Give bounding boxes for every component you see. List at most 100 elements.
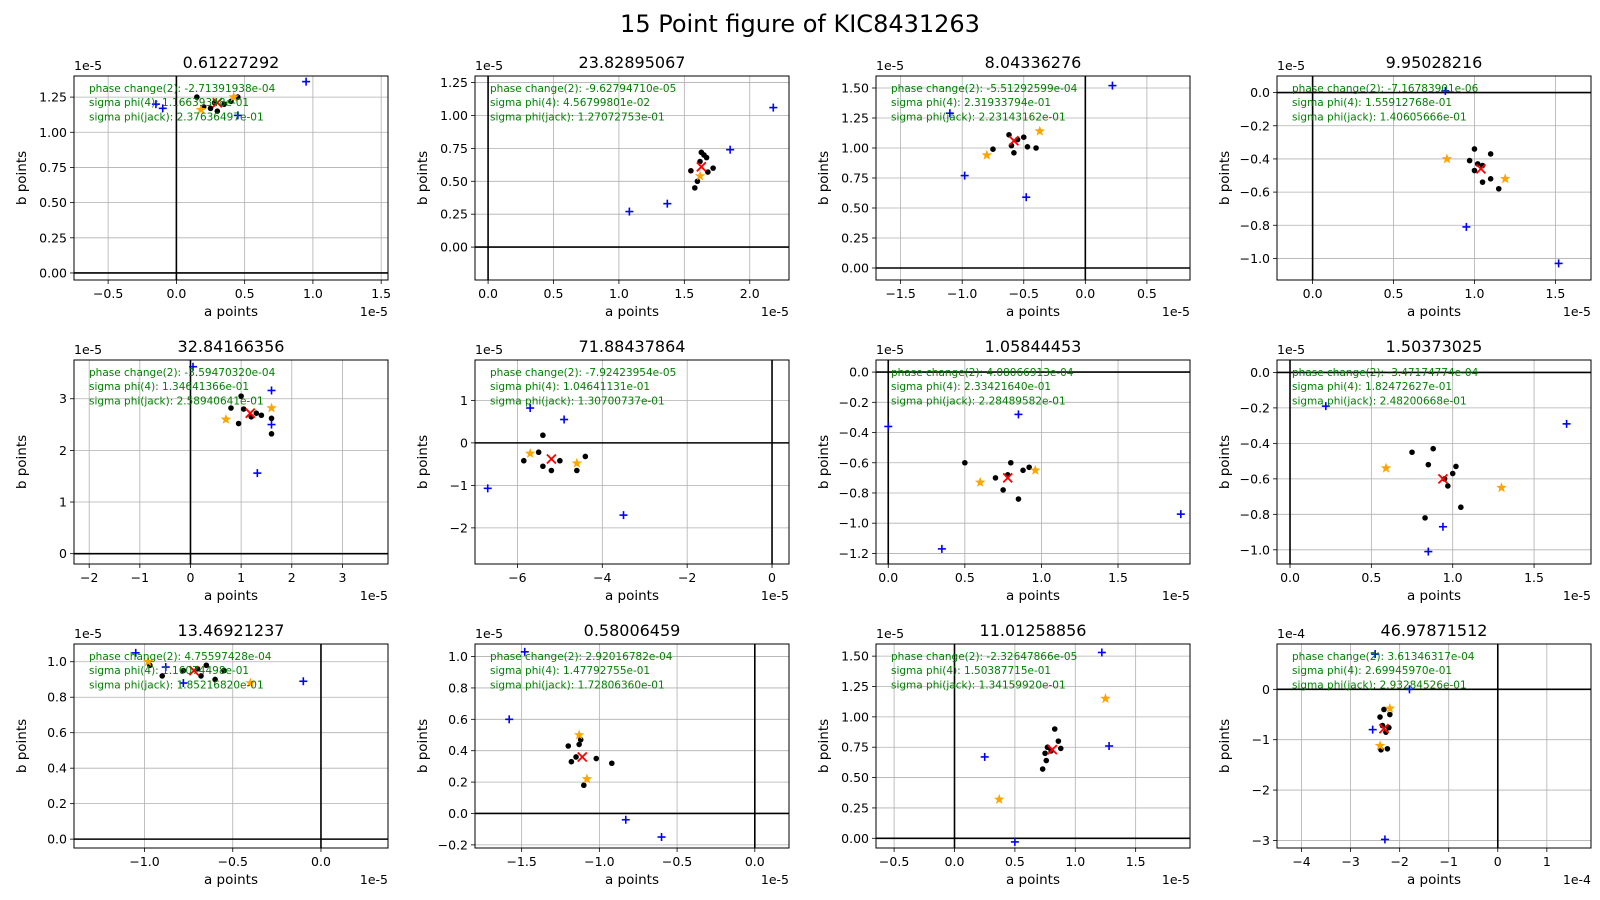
data-point	[1020, 467, 1026, 474]
star-marker	[1380, 462, 1392, 473]
data-point	[240, 406, 247, 412]
y-tick-label: 0.6	[448, 712, 468, 727]
data-point	[1430, 445, 1436, 452]
y-tick-label: 0.0	[1250, 365, 1270, 380]
plus-marker	[1176, 510, 1185, 519]
subplot-title: 8.04336276	[985, 53, 1082, 72]
cross-stroke-2	[1475, 163, 1487, 175]
plus-marker	[233, 111, 242, 120]
y-scale-offset: 1e-5	[475, 342, 503, 357]
x-tick-label: 1.5	[1108, 570, 1128, 585]
plus-marker	[1368, 725, 1377, 734]
annotation-text: phase change(2): 3.61346317e-04	[1292, 651, 1475, 663]
data-point	[1495, 185, 1502, 192]
data-point	[207, 105, 214, 112]
annotation-text: sigma phi(jack): 2.58940641e-01	[89, 395, 264, 407]
mean-cross-marker	[188, 665, 200, 676]
star-marker	[195, 104, 207, 115]
plus-marker	[1022, 193, 1031, 202]
x-tick-label: 1.0	[1031, 570, 1051, 585]
x-axis-label: a points	[1006, 872, 1060, 888]
x-tick-label: −1.0	[584, 854, 614, 869]
subplot-2: 0.0 0.5 1.0 1.5 2.0 0.00 0.25 0.50 0.75 1.00 1.25 p…	[415, 53, 790, 320]
y-tick-label: 0.0	[1250, 85, 1270, 100]
y-tick-label: −0.2	[438, 837, 468, 852]
data-point	[1384, 745, 1391, 752]
cross-stroke-2	[245, 408, 256, 419]
data-point	[1055, 738, 1062, 744]
data-point	[228, 405, 234, 411]
annotation-text: sigma phi(jack): 2.93284526e-01	[1292, 679, 1467, 691]
y-scale-offset: 1e-4	[1277, 626, 1305, 641]
data-point	[568, 758, 575, 765]
x-tick-label: 0.0	[166, 286, 186, 301]
mean-cross-marker	[1475, 163, 1487, 175]
y-tick-label: 0.50	[841, 201, 869, 216]
star-marker	[228, 91, 239, 102]
x-scale-offset: 1e-5	[1162, 304, 1190, 319]
y-scale-offset: 1e-5	[475, 626, 503, 641]
x-tick-label: 0.5	[1005, 854, 1025, 869]
plus-marker	[884, 422, 893, 431]
data-point	[212, 676, 218, 683]
annotation-text: phase change(2): -5.51292599e-04	[891, 83, 1078, 95]
x-tick-label: −4	[1292, 854, 1310, 869]
annotation-text: sigma phi(jack): 1.27072753e-01	[490, 111, 665, 123]
x-tick-label: 0.5	[235, 286, 255, 301]
data-point	[582, 453, 589, 460]
subplot-title: 23.82895067	[579, 53, 686, 72]
star-marker	[994, 793, 1005, 804]
mean-cross-marker	[1378, 723, 1390, 734]
x-tick-label: 0.0	[478, 286, 498, 301]
data-point	[1409, 449, 1415, 456]
annotation-text: sigma phi(4): 1.34641366e-01	[89, 381, 249, 393]
data-point	[557, 457, 563, 464]
plus-marker	[189, 362, 198, 371]
y-tick-label: 0.2	[448, 775, 468, 790]
x-axis-label: a points	[204, 304, 258, 320]
x-tick-label: 1.5	[1126, 854, 1146, 869]
x-tick-label: 1.0	[1065, 854, 1085, 869]
data-point	[221, 101, 227, 107]
star-marker	[1496, 482, 1507, 493]
annotation-text: sigma phi(jack): 2.37636497e-01	[89, 111, 264, 123]
star-marker	[981, 149, 993, 160]
annotation-text: phase change(2): -7.16783901e-06	[1292, 83, 1479, 95]
annotation-text: phase change(2): 4.75597428e-04	[89, 651, 272, 663]
x-tick-label: 3	[338, 570, 346, 585]
subplot-title: 32.84166356	[178, 337, 285, 356]
data-point	[1458, 504, 1464, 511]
y-tick-label: 1.00	[440, 108, 468, 123]
y-tick-label: −2	[450, 520, 468, 535]
subplot-title: 0.61227292	[183, 53, 280, 72]
y-tick-label: −0.2	[1240, 400, 1270, 415]
x-tick-label: 1.0	[1465, 286, 1485, 301]
mean-cross-marker	[546, 453, 557, 465]
y-tick-label: 0.50	[440, 174, 468, 189]
star-marker	[142, 656, 154, 667]
annotation-text: sigma phi(4): 2.69945970e-01	[1292, 665, 1452, 677]
star-marker	[1384, 703, 1396, 713]
x-scale-offset: 1e-5	[360, 588, 388, 603]
plot-frame	[474, 75, 790, 281]
plus-marker	[1371, 650, 1380, 659]
data-point	[593, 755, 600, 762]
x-scale-offset: 1e-5	[761, 304, 789, 319]
star-marker	[524, 448, 536, 458]
plus-marker	[560, 415, 569, 424]
data-point	[540, 432, 546, 439]
data-point	[1039, 766, 1046, 772]
data-point	[1042, 750, 1048, 757]
data-point	[159, 673, 166, 679]
x-tick-label: −1.0	[129, 854, 159, 869]
plus-marker	[299, 677, 308, 686]
x-tick-label: −1	[1440, 854, 1458, 869]
data-point	[573, 754, 579, 760]
subplot-1: −0.5 0.0 0.5 1.0 1.5 0.00 0.25 0.50 0.75 1.00 1.25…	[14, 53, 391, 320]
plus-marker	[179, 679, 188, 688]
mean-cross-marker	[1002, 472, 1013, 484]
annotation-text: sigma phi(4): 1.82472627e-01	[1292, 381, 1452, 393]
data-point	[258, 412, 265, 419]
annotation-text: phase change(2): -7.92423954e-05	[490, 367, 676, 379]
plus-marker	[621, 815, 630, 824]
